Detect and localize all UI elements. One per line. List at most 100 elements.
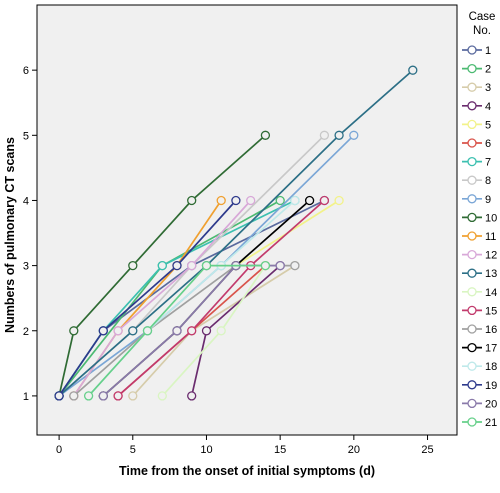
legend-item-3: 3 [462,82,491,94]
data-point-20 [275,260,285,271]
legend-item-17: 17 [462,343,497,355]
legend-swatch-marker [467,156,477,167]
legend-item-20: 20 [462,398,497,410]
y-tick-label: 2 [23,326,29,338]
y-tick-label: 4 [23,195,29,207]
data-point-19 [231,195,241,206]
y-tick-label: 1 [23,391,29,403]
data-point-20 [98,391,108,401]
legend-label: 4 [485,101,491,113]
data-point-10 [128,260,138,271]
legend-item-5: 5 [462,119,491,131]
series-line-19 [58,199,237,397]
legend-label: 11 [485,231,496,243]
data-point-8 [319,130,330,140]
legend-swatch-marker [467,305,477,316]
legend-item-18: 18 [462,361,497,373]
legend-swatch-marker [467,342,477,353]
y-axis: 1 2 3 4 5 6 [23,65,37,403]
data-point-20 [172,326,182,336]
legend-swatch-marker [467,324,477,334]
legend-item-19: 19 [462,380,497,392]
legend-swatch-marker [467,194,477,204]
legend-item-2: 2 [462,64,491,76]
data-point-19 [172,260,182,271]
legend-swatch-marker [467,287,477,297]
legend-title-line-2: No. [473,25,491,37]
legend-item-21: 21 [462,417,497,429]
series-layer [54,65,418,401]
legend-label: 8 [485,175,491,187]
data-point-18 [290,195,300,206]
legend-label: 9 [485,194,491,206]
legend-item-16: 16 [462,324,497,336]
data-point-19 [54,391,64,401]
data-point-12 [187,260,197,271]
legend-label: 3 [485,82,491,94]
series-15 [113,195,330,401]
series-21 [83,260,271,401]
data-point-16 [69,391,79,401]
legend-item-1: 1 [462,45,491,57]
data-point-10 [187,195,197,206]
data-point-10 [69,326,79,336]
data-point-15 [187,326,197,336]
y-tick-label: 5 [23,130,29,142]
data-point-4 [187,391,197,401]
legend-swatch-marker [467,417,477,427]
legend-swatch-marker [467,119,477,130]
data-point-14 [216,326,226,336]
plot-area [36,4,458,436]
legend-label: 20 [485,398,497,410]
legend-swatch-marker [467,268,477,278]
x-tick-label: 0 [56,444,62,456]
x-tick-label: 10 [200,444,212,456]
legend-label: 15 [485,305,497,317]
legend: Case No. 1234567891011121314151617181920… [462,11,497,429]
legend-label: 18 [485,361,497,373]
legend-item-15: 15 [462,305,497,317]
data-point-12 [113,326,123,336]
legend-swatch-marker [467,175,477,185]
legend-swatch-marker [467,249,477,260]
data-point-13 [128,326,138,336]
series-line-21 [87,264,266,397]
series-19 [54,195,241,401]
legend-label: 21 [485,417,497,429]
data-point-11 [216,195,226,206]
legend-label: 14 [485,287,497,299]
y-tick-label: 3 [23,261,29,273]
x-tick-label: 5 [130,444,136,456]
data-point-15 [113,391,123,401]
legend-item-9: 9 [462,194,491,206]
series-line-15 [117,199,325,397]
legend-item-4: 4 [462,101,491,113]
legend-label: 13 [485,268,497,280]
data-point-2 [275,195,285,206]
data-point-15 [319,195,330,206]
x-tick-label: 15 [274,444,286,456]
legend-swatch-marker [467,361,477,371]
legend-label: 12 [485,250,497,262]
legend-label: 7 [485,157,491,169]
y-tick-label: 6 [23,65,29,77]
data-point-4 [201,326,212,336]
legend-item-10: 10 [462,212,497,224]
data-point-13 [334,130,344,140]
legend-swatch-marker [467,101,477,111]
legend-item-7: 7 [462,157,491,169]
legend-label: 10 [485,212,497,224]
data-point-16 [290,260,300,271]
x-axis-title: Time from the onset of initial symptoms … [119,464,375,478]
data-point-13 [408,65,418,75]
y-axis-title: Numbers of pulmonary CT scans [3,137,17,333]
legend-title-line-1: Case [469,11,496,23]
data-point-3 [128,391,138,401]
legend-item-13: 13 [462,268,497,280]
data-point-21 [260,260,271,271]
data-point-5 [334,195,344,206]
legend-swatch-marker [467,398,477,409]
legend-swatch-marker [467,45,477,55]
